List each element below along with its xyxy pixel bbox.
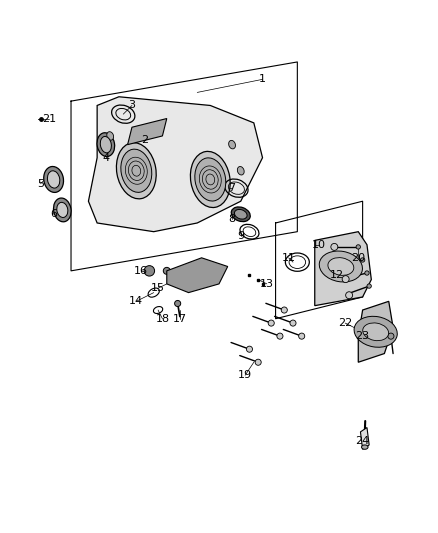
Text: 7: 7: [229, 183, 236, 193]
Ellipse shape: [328, 257, 354, 276]
Circle shape: [290, 320, 296, 326]
Circle shape: [175, 301, 181, 306]
Circle shape: [388, 333, 394, 339]
Ellipse shape: [100, 136, 111, 153]
Circle shape: [331, 244, 338, 251]
Circle shape: [342, 276, 349, 282]
Ellipse shape: [57, 203, 68, 217]
Ellipse shape: [237, 166, 244, 175]
Polygon shape: [167, 258, 228, 293]
Text: 4: 4: [102, 152, 110, 163]
Ellipse shape: [97, 133, 115, 157]
Polygon shape: [358, 301, 393, 362]
Text: 9: 9: [237, 231, 244, 241]
Ellipse shape: [229, 140, 236, 149]
Text: 3: 3: [128, 100, 135, 110]
Ellipse shape: [107, 132, 113, 140]
Ellipse shape: [47, 171, 60, 188]
Text: 19: 19: [238, 370, 252, 381]
Ellipse shape: [195, 158, 226, 201]
Text: 6: 6: [50, 209, 57, 219]
Circle shape: [299, 333, 305, 339]
Text: 23: 23: [356, 331, 370, 341]
Circle shape: [336, 260, 343, 266]
Text: 15: 15: [151, 283, 165, 293]
Text: 14: 14: [129, 296, 143, 306]
Text: 13: 13: [260, 279, 274, 289]
Polygon shape: [127, 118, 167, 144]
Text: 8: 8: [229, 214, 236, 224]
Text: 18: 18: [155, 314, 170, 324]
Ellipse shape: [117, 143, 156, 199]
Polygon shape: [88, 97, 262, 232]
Text: 21: 21: [42, 114, 57, 124]
Circle shape: [346, 292, 353, 298]
Text: 5: 5: [37, 179, 44, 189]
Polygon shape: [315, 232, 371, 305]
Text: 2: 2: [141, 135, 148, 146]
Ellipse shape: [361, 445, 368, 449]
Circle shape: [281, 307, 287, 313]
Circle shape: [365, 271, 369, 275]
Text: 17: 17: [173, 314, 187, 324]
Text: 24: 24: [356, 435, 370, 446]
Ellipse shape: [191, 151, 230, 207]
Text: 1: 1: [259, 75, 266, 84]
Text: 10: 10: [312, 240, 326, 250]
Circle shape: [277, 333, 283, 339]
Ellipse shape: [319, 251, 363, 282]
Ellipse shape: [121, 149, 152, 192]
Ellipse shape: [234, 209, 247, 219]
Circle shape: [367, 284, 371, 288]
Text: 22: 22: [338, 318, 352, 328]
Ellipse shape: [363, 323, 389, 341]
Text: 11: 11: [282, 253, 296, 263]
Circle shape: [255, 359, 261, 365]
Circle shape: [144, 265, 155, 276]
Polygon shape: [360, 427, 369, 449]
Circle shape: [360, 258, 365, 262]
Circle shape: [268, 320, 274, 326]
Text: 12: 12: [329, 270, 343, 280]
Ellipse shape: [231, 207, 250, 222]
Ellipse shape: [354, 316, 397, 348]
Text: 20: 20: [351, 253, 365, 263]
Circle shape: [356, 245, 360, 249]
Circle shape: [247, 346, 253, 352]
Text: 16: 16: [134, 266, 148, 276]
Ellipse shape: [53, 198, 71, 222]
Circle shape: [163, 268, 170, 274]
Ellipse shape: [44, 166, 64, 192]
